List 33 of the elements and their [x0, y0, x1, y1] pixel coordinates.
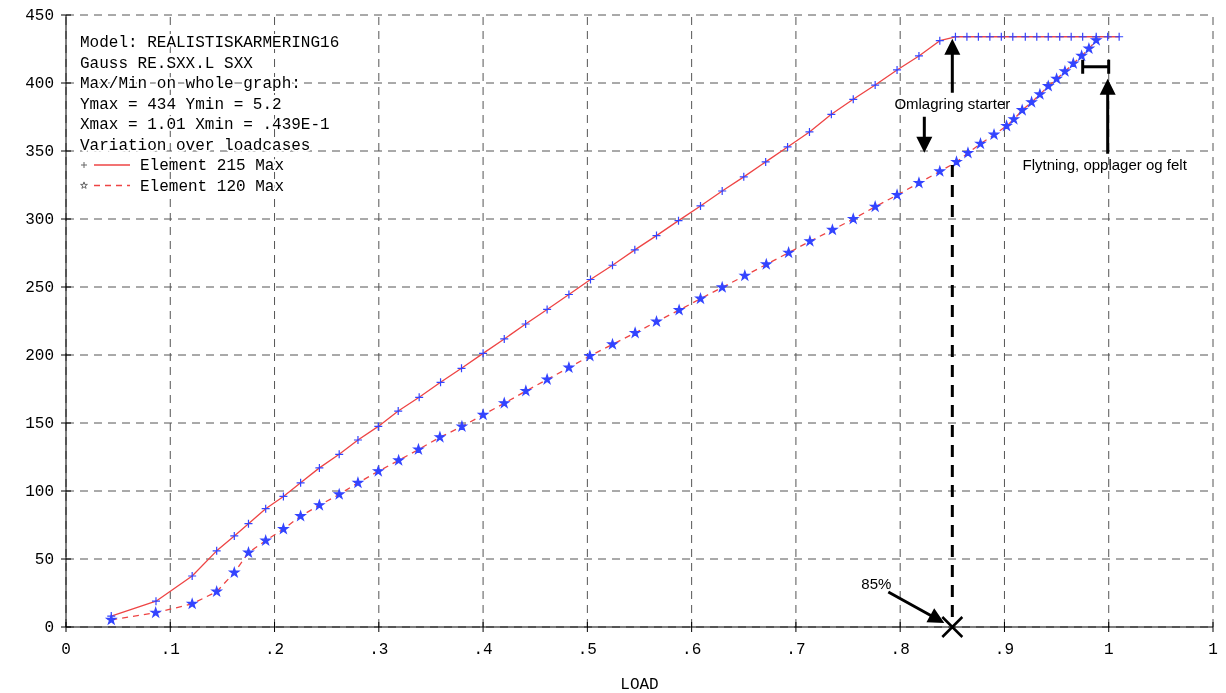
y-tick-label: 350: [25, 143, 54, 161]
x-tick-label: .9: [994, 641, 1015, 659]
x-axis-title: LOAD: [620, 676, 659, 693]
x-tick-label: .7: [786, 641, 806, 659]
x-tick-label: .8: [890, 641, 910, 659]
x-tick-label: 0: [61, 641, 71, 659]
x-tick-label: .3: [369, 641, 389, 659]
x-tick-label: 1: [1208, 641, 1218, 659]
x-tick-label: .5: [577, 641, 597, 659]
x-tick-label: .1: [160, 641, 180, 659]
annotation: Max/Min on whole graph:: [80, 75, 301, 93]
annotation: Model: REALISTISKARMERING16: [80, 34, 340, 52]
legend-label: Element 120 Max: [140, 177, 285, 196]
y-tick-label: 250: [25, 279, 54, 297]
y-tick-label: 300: [25, 211, 54, 229]
y-tick-label: 150: [25, 415, 54, 433]
x-tick-label: .6: [682, 641, 702, 659]
y-tick-label: 0: [44, 619, 54, 637]
x-tick-label: .2: [264, 641, 285, 659]
annotation: Flytning, opplager og felt: [1022, 155, 1188, 173]
annotation: Variation over loadcases: [80, 136, 311, 155]
y-tick-label: 400: [25, 75, 54, 93]
legend-label: Element 215 Max: [140, 157, 285, 175]
y-tick-label: 450: [25, 7, 54, 25]
annotation: Xmax = 1.01 Xmin = .439E-1: [80, 116, 330, 134]
x-tick-label: 1: [1103, 641, 1114, 659]
annotation: 85%: [861, 575, 892, 592]
y-tick-label: 200: [25, 347, 54, 365]
y-tick-label: 100: [25, 483, 54, 501]
annotation: Omlagring starter: [894, 94, 1011, 112]
x-tick-label: .4: [473, 641, 493, 659]
y-tick-label: 50: [34, 551, 54, 569]
annotation: Gauss RE.SXX.L SXX: [80, 54, 254, 73]
